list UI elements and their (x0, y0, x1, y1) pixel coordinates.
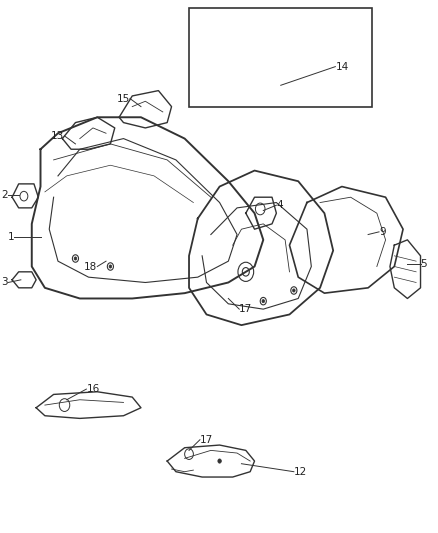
Text: 1: 1 (8, 232, 14, 242)
Circle shape (218, 459, 221, 463)
Text: 12: 12 (294, 467, 307, 477)
Text: 17: 17 (200, 435, 213, 445)
Text: 15: 15 (117, 94, 130, 103)
Text: 16: 16 (86, 384, 99, 394)
Text: 14: 14 (336, 62, 349, 71)
Text: 5: 5 (420, 259, 427, 269)
Text: 17: 17 (239, 304, 252, 314)
Text: 3: 3 (2, 278, 8, 287)
FancyBboxPatch shape (189, 8, 372, 107)
Circle shape (262, 300, 265, 303)
Text: 2: 2 (2, 190, 8, 199)
Text: 4: 4 (276, 200, 283, 210)
Circle shape (293, 289, 295, 292)
Text: 13: 13 (51, 131, 64, 141)
Circle shape (109, 265, 112, 268)
Text: 9: 9 (379, 227, 385, 237)
Text: 18: 18 (84, 262, 97, 271)
Circle shape (74, 257, 77, 260)
